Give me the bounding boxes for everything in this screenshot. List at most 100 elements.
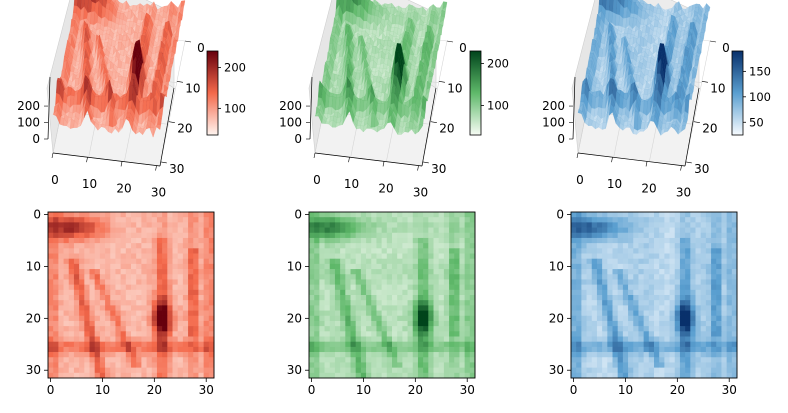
heatmap-cell [151,305,158,311]
heatmap-cell [105,248,111,254]
heatmap-cell [177,217,184,223]
heatmap-cell [53,227,59,234]
heatmap-cell [449,227,455,234]
heatmap-cell [469,289,476,296]
heatmap-cell [397,357,403,363]
heatmap-cell [454,274,460,280]
heatmap-cell [208,248,215,254]
heatmap-cell [355,243,362,249]
heatmap-cell [355,357,362,363]
z-tick-label: 100 [542,116,565,130]
heatmap-cell [89,227,96,234]
heatmap-cell [120,357,127,363]
heatmap-cell [314,248,320,254]
heatmap-cell [366,289,372,296]
heatmap-cell [131,362,137,368]
heatmap-cell [309,284,315,291]
heatmap-cell [94,222,101,228]
heatmap-cell [329,274,336,280]
heatmap-cell [449,346,455,353]
heatmap-cell [84,289,90,296]
heatmap-cell [334,341,341,348]
heatmap-cell [198,284,204,291]
surface-facet [702,19,707,24]
heatmap-cell [105,284,111,291]
heatmap-cell [402,227,408,234]
heatmap-cell [172,253,179,260]
heatmap-cell [208,243,215,249]
heatmap-cell [84,217,90,223]
heatmap-cell [203,310,210,317]
heatmap-cell [68,263,75,270]
heatmap-cell [79,336,85,343]
heatmap-cell [376,279,382,285]
heatmap-cell [193,248,199,254]
heatmap-cell [392,248,398,254]
heatmap-cell [360,269,367,275]
heatmap-cell [63,289,70,296]
heatmap-cell [350,331,357,337]
heatmap-cell [469,212,476,218]
heatmap-cell [433,346,440,353]
heatmap-cell [443,310,450,317]
heatmap-cell [459,346,465,353]
heatmap-cell [79,248,85,254]
heatmap-cell [443,227,450,234]
heatmap-cell [366,253,372,260]
heatmap-cell [141,352,147,358]
heatmap-cell [438,352,445,358]
heatmap-cell [105,289,111,296]
heatmap-cell [177,372,184,379]
x-tick [313,152,316,159]
heatmap-cell [136,326,142,332]
heatmap-cell [381,253,388,260]
heatmap-cell [151,372,158,379]
heatmap-cell [350,326,357,332]
heatmap-cell [89,295,96,301]
heatmap-cell [79,372,85,379]
heatmap-cell [193,258,199,265]
heatmap-cell [371,222,377,228]
heatmap-cell [464,295,471,301]
heatmap-cell [58,346,64,353]
heatmap-cell [350,320,357,327]
heatmap-cell [89,284,96,291]
heatmap-cell [110,372,116,379]
heatmap-cell [355,253,362,260]
heatmap-cell [334,248,341,254]
heatmap-cell [407,300,414,306]
heatmap-cell [151,346,158,353]
heatmap-cell [198,212,204,218]
heatmap-cell [120,305,127,311]
heatmap-cell [203,227,210,234]
heatmap-cell [156,315,163,322]
heatmap-cell [198,336,204,343]
heatmap-cell [99,320,106,327]
heatmap-cell [53,310,59,317]
y-tick-label: 10 [26,259,41,273]
heatmap-cell [345,217,351,223]
y-tick-label: 30 [26,363,41,377]
heatmap-cell [182,212,189,218]
heatmap-cell [309,315,315,322]
heatmap-cell [193,243,199,249]
heatmap-cell [433,253,440,260]
heatmap-cell [423,331,429,337]
surface-facet [156,124,161,130]
heatmap-cell [412,263,419,270]
heatmap-cell [314,315,320,322]
heatmap-cell [366,227,372,234]
heatmap-cell [115,217,121,223]
heatmap-cell [115,279,121,285]
heatmap-cell [162,227,168,234]
heatmap-cell [89,274,96,280]
heatmap-cell [412,331,419,337]
heatmap-cell [136,320,142,327]
heatmap-cell [423,253,429,260]
heatmap-cell [177,357,184,363]
heatmap-cell [423,295,429,301]
heatmap-cell [371,320,377,327]
heatmap-cell [443,217,450,223]
heatmap-cell [131,269,137,275]
heatmap-cell [428,263,434,270]
